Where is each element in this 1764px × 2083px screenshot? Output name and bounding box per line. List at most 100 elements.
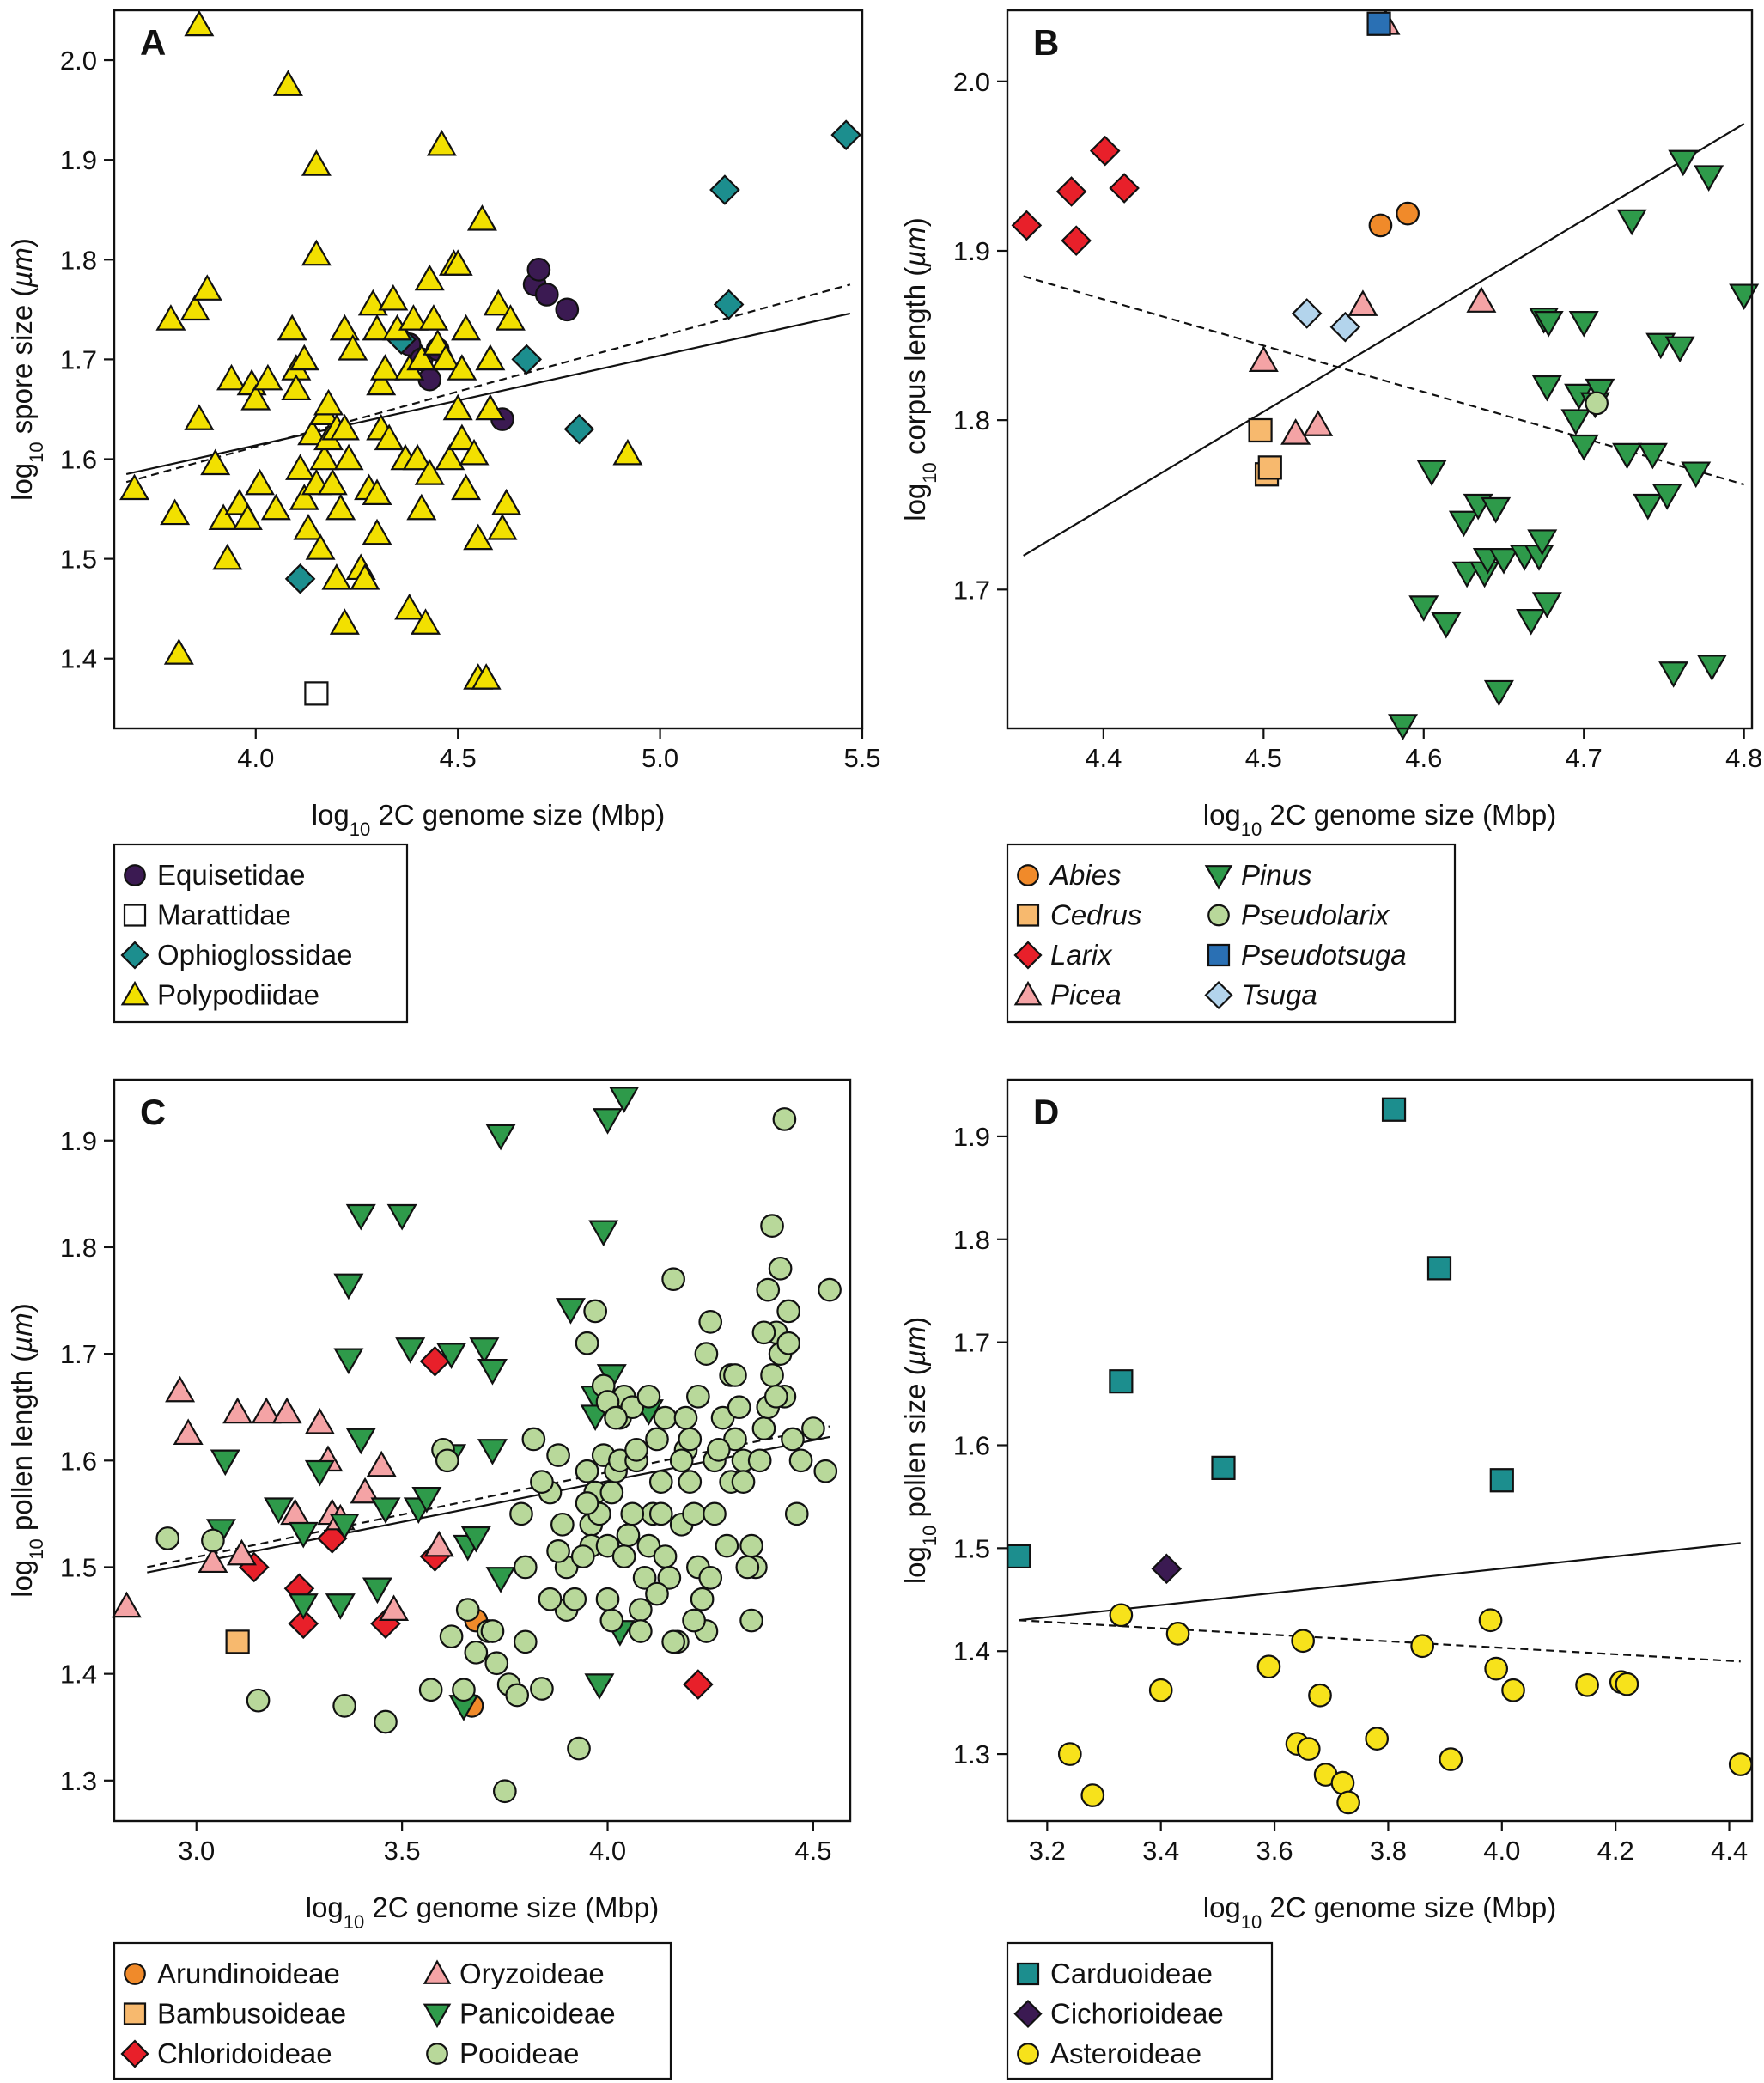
data-point [784, 1501, 809, 1526]
y-tick-label: 2.0 [60, 46, 97, 76]
data-point [485, 1124, 516, 1151]
data-point [491, 488, 522, 515]
y-tick-label: 2.0 [953, 67, 990, 97]
data-point [593, 1108, 623, 1135]
x-tick-label: 4.0 [1483, 1836, 1520, 1866]
data-point [304, 681, 329, 706]
series-ophioglossidae [284, 119, 861, 594]
data-point [333, 1273, 364, 1300]
data-point [1651, 484, 1682, 510]
x-tick-label: 4.6 [1405, 743, 1442, 773]
data-point [435, 443, 465, 471]
data-point [747, 1448, 772, 1473]
data-point [1585, 391, 1609, 416]
data-point [1303, 410, 1334, 436]
data-point [513, 1629, 538, 1654]
series-chloridoideae [238, 1346, 714, 1700]
data-point [442, 393, 473, 421]
data-point [612, 438, 643, 466]
data-point [1527, 529, 1558, 556]
data-point [1575, 1672, 1599, 1697]
solid-regression-line [1023, 123, 1745, 557]
data-point [370, 1497, 401, 1524]
data-point [588, 1220, 619, 1247]
legend-marker [1017, 864, 1039, 886]
data-point [1585, 378, 1615, 405]
data-point [1291, 1629, 1315, 1654]
data-point [439, 1624, 464, 1649]
data-point [1426, 1256, 1452, 1281]
data-point [661, 1267, 685, 1292]
data-point [727, 1395, 751, 1420]
data-point [599, 1608, 624, 1633]
data-point [1533, 310, 1564, 338]
data-point [609, 1087, 640, 1113]
data-point [546, 1443, 570, 1467]
data-point [776, 1299, 801, 1324]
legend-label: Bambusoideae [157, 1998, 346, 2030]
data-point [369, 354, 400, 381]
x-tick-label: 4.0 [589, 1836, 626, 1866]
legend-marker [1016, 904, 1040, 927]
panel-label: A [140, 22, 166, 63]
legend-label: Equisetidae [157, 859, 305, 891]
data-point [414, 264, 445, 291]
data-point [246, 1688, 271, 1713]
data-point [645, 1427, 669, 1452]
data-point [451, 473, 482, 501]
legend-label: Ophioglossidae [157, 939, 353, 971]
plot-frame [1006, 9, 1754, 730]
data-point [210, 1449, 240, 1477]
data-point [345, 1428, 376, 1455]
data-point [563, 413, 595, 445]
data-point [698, 1310, 723, 1334]
data-point [628, 1619, 653, 1643]
data-point [160, 498, 191, 526]
legend-label: Cedrus [1050, 899, 1141, 931]
data-point [1439, 1747, 1463, 1771]
legend-marker [1017, 2043, 1039, 2065]
data-point [419, 1346, 451, 1377]
data-point [538, 1587, 563, 1611]
y-tick-label: 1.9 [953, 236, 990, 266]
data-point [313, 388, 344, 416]
data-point [653, 1405, 678, 1430]
data-point [483, 289, 514, 316]
data-point [1151, 1553, 1183, 1585]
series-polypodiidae [119, 9, 643, 690]
data-point [830, 119, 861, 150]
data-point [1408, 595, 1439, 622]
data-point [567, 1736, 591, 1761]
legend: Carduoideae Cichorioideae Asteroideae [1006, 1941, 1274, 2080]
data-point [513, 1555, 538, 1580]
data-point [1531, 592, 1562, 618]
x-tick-label: 4.5 [440, 743, 477, 773]
data-point [329, 1514, 360, 1540]
data-point [1256, 1654, 1281, 1679]
data-point [321, 563, 352, 590]
data-point [379, 1594, 410, 1621]
data-point [226, 1538, 257, 1566]
panel-a: 4.0 4.5 5.0 5.5 1.4 1.5 1.6 1.7 1.8 1.9 2.0 Alog10 … [6, 9, 881, 1024]
panel-label: D [1033, 1092, 1059, 1132]
data-point [452, 1678, 476, 1702]
y-tick-label: 1.8 [60, 1233, 97, 1263]
series-bambusoideae [225, 1629, 250, 1654]
legend-label: Arundinoideae [157, 1958, 340, 1989]
data-point [1728, 1752, 1753, 1776]
data-point [325, 493, 356, 521]
data-point [155, 304, 186, 331]
data-point [345, 1203, 376, 1231]
y-axis-label: log10 corpus length (µm) [899, 217, 940, 521]
data-point [200, 448, 231, 476]
data-point [636, 1533, 661, 1558]
legend-label: Picea [1050, 979, 1122, 1011]
data-point [636, 1384, 661, 1409]
data-point [208, 503, 239, 530]
data-point [252, 363, 283, 391]
plot-frame [113, 9, 864, 730]
data-point [1481, 496, 1512, 524]
data-point [406, 493, 437, 521]
y-tick-label: 1.8 [953, 405, 990, 435]
